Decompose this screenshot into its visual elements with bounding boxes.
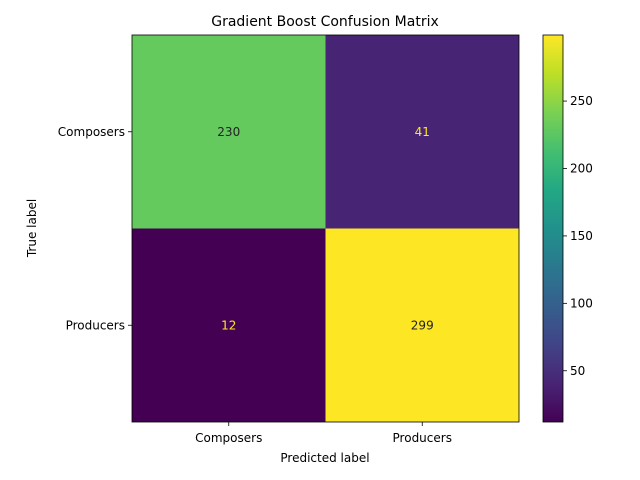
cell-value-label: 12 [221,318,236,332]
y-axis-label: True label [25,199,39,258]
matrix-cell [325,35,519,229]
matrix-cells [132,35,519,422]
y-tick-label: Composers [58,125,125,139]
x-axis-ticks: Composers Producers [195,422,452,445]
matrix-cell [325,228,519,422]
colorbar [542,34,564,423]
y-axis-ticks: Composers Producers [58,125,132,332]
x-tick-label: Composers [195,431,262,445]
cell-value-label: 299 [411,318,434,332]
cell-value-label: 41 [415,125,430,139]
cell-value-label: 230 [217,125,240,139]
plot-frame [131,34,520,423]
colorbar-tick-label: 150 [570,229,593,243]
colorbar-tick-label: 50 [570,364,585,378]
colorbar-ticks: 50 100 150 200 250 [563,94,593,378]
colorbar-tick-label: 250 [570,94,593,108]
y-tick-label: Producers [66,318,125,332]
x-tick-label: Producers [393,431,452,445]
chart-title: Gradient Boost Confusion Matrix [211,14,439,30]
colorbar-tick-label: 200 [570,161,593,175]
x-axis-label: Predicted label [280,451,369,465]
matrix-cell-labels: 230 41 12 299 [217,125,433,333]
colorbar-tick-label: 100 [570,296,593,310]
matrix-cell [132,35,326,229]
matrix-cell [132,228,326,422]
